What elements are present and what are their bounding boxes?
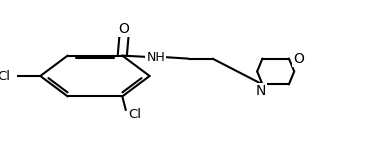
- Text: N: N: [256, 84, 266, 98]
- Text: O: O: [119, 22, 130, 36]
- Text: NH: NH: [147, 51, 165, 64]
- Text: O: O: [293, 52, 304, 66]
- Text: Cl: Cl: [0, 69, 10, 83]
- Text: Cl: Cl: [128, 108, 141, 121]
